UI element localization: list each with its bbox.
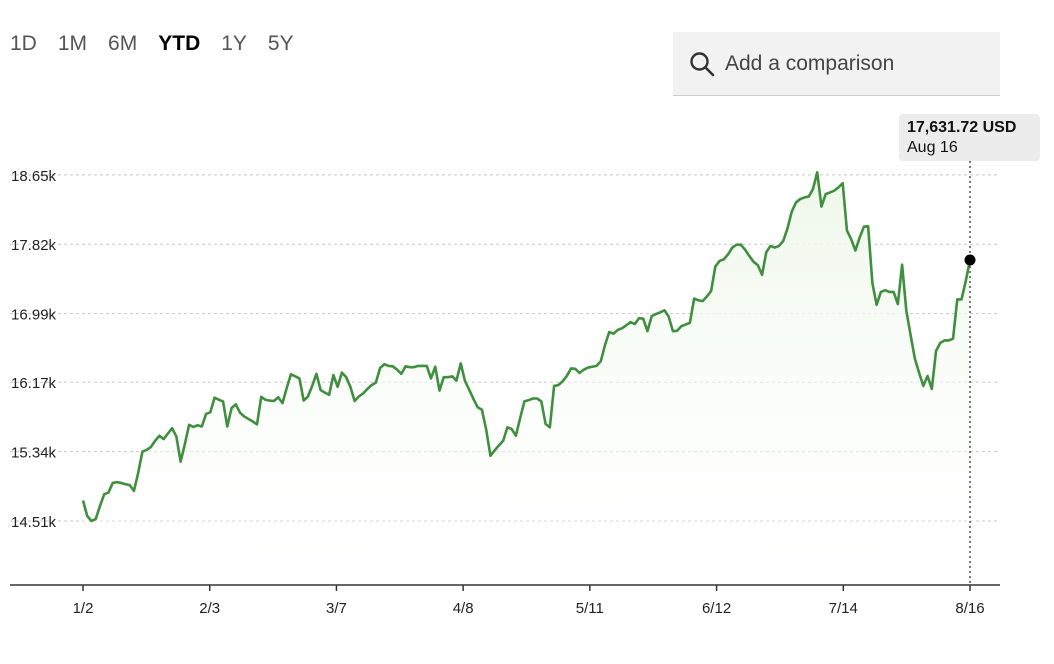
y-tick-label: 16.17k — [11, 375, 57, 392]
comparison-search[interactable] — [673, 32, 1000, 96]
y-tick-label: 17.82k — [11, 237, 57, 254]
comparison-search-input[interactable] — [725, 51, 985, 76]
x-tick-label: 1/2 — [73, 600, 94, 617]
tooltip-date: Aug 16 — [907, 139, 958, 156]
x-tick-label: 8/16 — [955, 600, 984, 617]
x-tick-label: 3/7 — [326, 600, 347, 617]
y-tick-label: 16.99k — [11, 307, 57, 324]
x-tick-label: 6/12 — [702, 600, 731, 617]
range-1y-button[interactable]: 1Y — [221, 30, 247, 58]
series-area — [83, 172, 970, 585]
time-range-selector: 1D 1M 6M YTD 1Y 5Y — [10, 30, 315, 58]
range-ytd-button[interactable]: YTD — [158, 30, 200, 58]
y-tick-label: 14.51k — [11, 514, 57, 531]
x-tick-label: 7/14 — [829, 600, 858, 617]
range-6m-button[interactable]: 6M — [108, 30, 137, 58]
y-tick-label: 18.65k — [11, 168, 57, 185]
search-icon — [690, 51, 715, 76]
highlight-point — [964, 254, 976, 266]
range-1d-button[interactable]: 1D — [10, 30, 37, 58]
series-line — [81, 171, 972, 523]
price-tooltip: 17,631.72 USD Aug 16 — [899, 114, 1040, 161]
y-tick-label: 15.34k — [11, 445, 57, 462]
tooltip-value: 17,631.72 USD — [907, 119, 1017, 136]
range-1m-button[interactable]: 1M — [58, 30, 87, 58]
x-tick-label: 2/3 — [199, 600, 220, 617]
range-5y-button[interactable]: 5Y — [268, 30, 294, 58]
x-tick-label: 4/8 — [453, 600, 474, 617]
x-tick-label: 5/11 — [576, 600, 604, 617]
